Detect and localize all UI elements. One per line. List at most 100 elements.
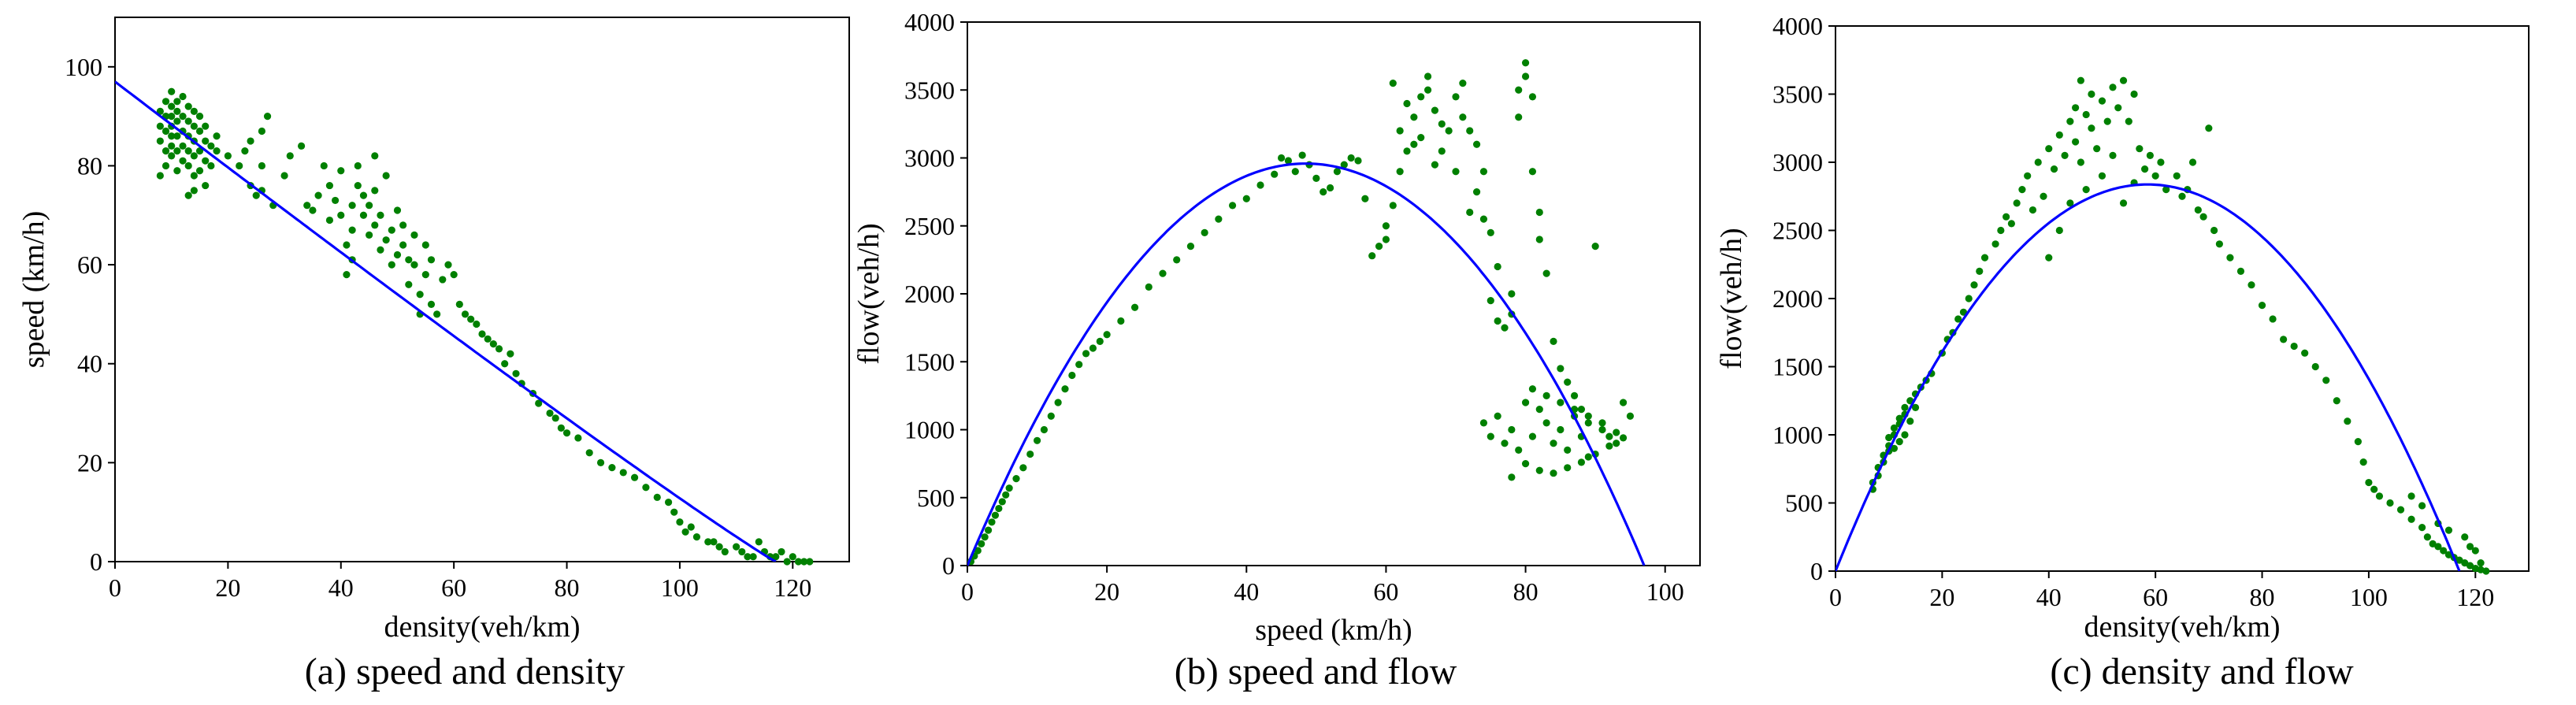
- data-point: [2040, 192, 2047, 200]
- data-point: [1535, 208, 1543, 217]
- data-point: [1954, 315, 1962, 323]
- data-point: [2157, 158, 2165, 166]
- data-point: [2280, 336, 2288, 343]
- data-point: [608, 464, 616, 472]
- y-tick-label: 40: [77, 350, 102, 378]
- y-axis-label: flow(veh/h): [1715, 228, 1748, 369]
- data-point: [1584, 453, 1592, 461]
- panel-a-speed-density: 0 20 40 60 80 100 120 0 20 40 60 80 100 density(veh/k…: [17, 17, 850, 692]
- data-point: [1033, 436, 1041, 444]
- data-point: [1054, 399, 1062, 406]
- data-point: [156, 137, 164, 145]
- data-point: [1417, 93, 1425, 101]
- data-point: [1605, 442, 1613, 450]
- x-tick-label: 100: [1646, 577, 1684, 606]
- x-tick-label: 0: [109, 573, 121, 602]
- data-point: [574, 434, 582, 442]
- data-point: [410, 261, 418, 269]
- data-point: [388, 261, 395, 269]
- x-tick-label: 60: [441, 573, 466, 602]
- data-point: [1911, 403, 1920, 412]
- data-point: [410, 231, 418, 239]
- data-point: [2055, 131, 2063, 139]
- data-point: [190, 107, 198, 115]
- data-point: [337, 211, 345, 219]
- data-point: [1228, 202, 1237, 210]
- data-point: [309, 206, 317, 214]
- data-point: [478, 330, 486, 338]
- y-tick-label: 2500: [904, 212, 955, 240]
- data-point: [2396, 506, 2405, 514]
- x-tick-label: 20: [215, 573, 240, 602]
- data-point: [2359, 458, 2367, 466]
- y-tick-label: 1500: [904, 347, 955, 376]
- data-point: [2418, 502, 2426, 510]
- data-point: [343, 271, 351, 279]
- data-point: [1997, 226, 2005, 235]
- data-point: [348, 226, 356, 234]
- y-tick-label: 20: [77, 448, 102, 477]
- data-point: [2344, 417, 2351, 425]
- data-point: [190, 122, 198, 130]
- data-point: [2226, 254, 2234, 262]
- data-point: [190, 187, 198, 195]
- data-point: [1542, 391, 1550, 399]
- data-point: [2098, 97, 2106, 105]
- x-tick-label: 0: [961, 577, 974, 606]
- data-point: [1501, 440, 1509, 447]
- data-point: [202, 181, 210, 190]
- data-point: [1508, 473, 1516, 481]
- data-point: [1901, 431, 1909, 439]
- data-point: [2024, 172, 2032, 180]
- y-tick-label: 2000: [904, 280, 955, 308]
- data-point: [1271, 170, 1279, 178]
- data-point: [1284, 157, 1293, 165]
- data-point: [2407, 515, 2415, 523]
- data-point: [562, 429, 571, 437]
- data-point: [2466, 543, 2474, 551]
- data-point: [2072, 104, 2080, 112]
- data-point: [1564, 446, 1572, 454]
- x-tick-label: 100: [661, 573, 699, 602]
- data-point: [1389, 80, 1397, 87]
- data-point: [1895, 414, 1903, 422]
- data-point: [173, 147, 181, 155]
- data-point: [1550, 440, 1557, 447]
- data-point: [1479, 419, 1488, 427]
- data-point: [382, 172, 390, 180]
- data-point: [1515, 446, 1523, 454]
- data-point: [1382, 236, 1390, 243]
- data-point: [405, 256, 413, 264]
- data-point: [168, 102, 176, 110]
- y-tick-label: 4000: [1772, 12, 1823, 40]
- data-point: [359, 211, 368, 219]
- data-point: [1242, 195, 1250, 202]
- data-point: [1445, 127, 1453, 135]
- data-point: [399, 241, 407, 249]
- data-point: [1577, 406, 1586, 414]
- data-point: [1312, 174, 1320, 182]
- data-point: [332, 196, 340, 205]
- data-point: [314, 191, 322, 199]
- data-point: [551, 414, 559, 422]
- data-point: [1521, 72, 1530, 80]
- data-point: [2429, 540, 2437, 548]
- plot-frame: [967, 21, 1701, 566]
- data-point: [1012, 475, 1020, 483]
- data-point: [1557, 399, 1565, 406]
- data-point: [2188, 158, 2197, 166]
- x-axis-label: density(veh/km): [384, 610, 580, 644]
- data-point: [1410, 113, 1418, 121]
- data-point: [2018, 186, 2026, 194]
- data-point: [772, 553, 780, 561]
- data-point: [2088, 90, 2095, 98]
- data-point: [1570, 391, 1579, 399]
- data-point: [297, 142, 306, 150]
- data-point: [1557, 425, 1565, 434]
- data-point: [1326, 184, 1334, 192]
- data-point: [1089, 344, 1097, 352]
- data-point: [1215, 215, 1223, 223]
- data-point: [455, 300, 463, 308]
- data-point: [161, 161, 170, 170]
- data-point: [2482, 567, 2490, 575]
